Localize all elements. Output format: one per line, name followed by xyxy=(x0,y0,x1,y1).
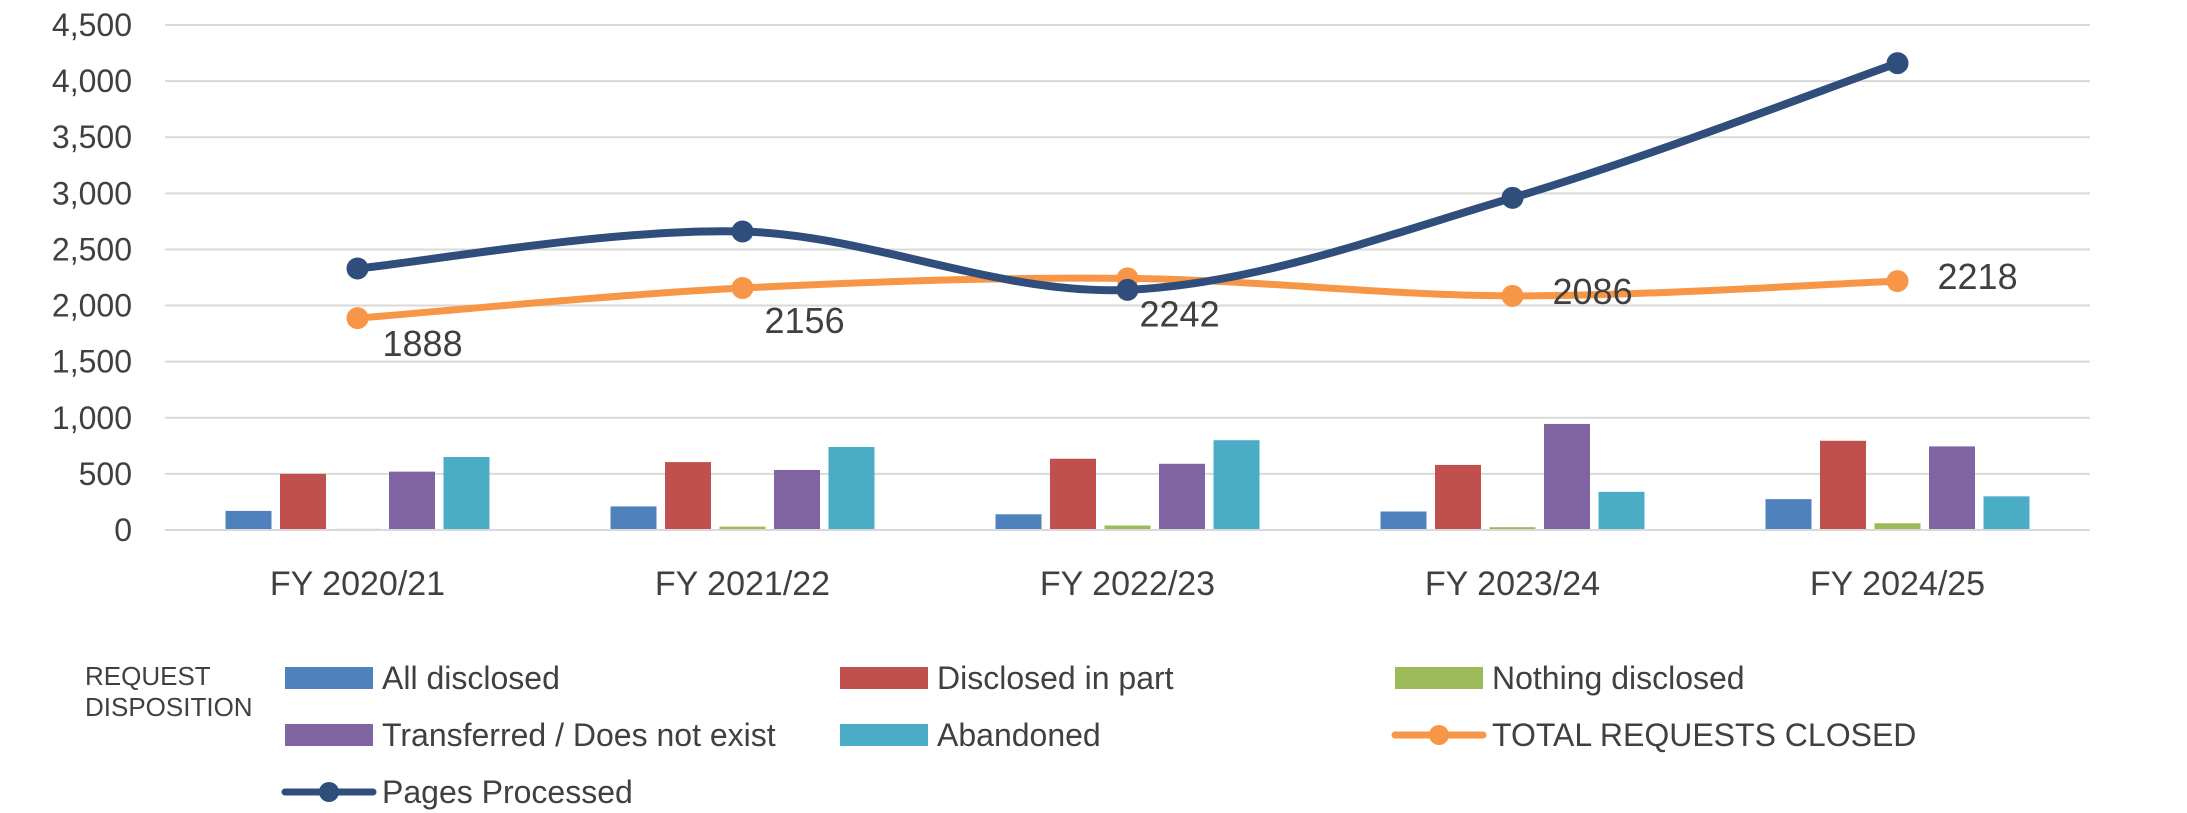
bar-transferred-does-not-exist xyxy=(1929,446,1975,530)
x-category-label: FY 2021/22 xyxy=(655,565,830,603)
legend-marker-pages-processed xyxy=(319,782,339,802)
bar-all-disclosed xyxy=(610,506,657,530)
point-total-requests-closed xyxy=(1501,284,1524,307)
bar-nothing-disclosed xyxy=(1489,527,1536,530)
y-tick-label: 0 xyxy=(114,512,132,548)
y-axis-tick-labels: 0 500 1,000 1,500 2,000 2,500 3,000 3,500 4,000 4… xyxy=(52,7,132,548)
x-category-label: FY 2023/24 xyxy=(1425,565,1600,603)
bar-transferred-does-not-exist xyxy=(389,471,435,530)
bar-disclosed-in-part xyxy=(665,462,711,530)
bar-nothing-disclosed xyxy=(1104,525,1151,530)
data-label-total-requests: 2156 xyxy=(765,300,845,341)
bar-abandoned xyxy=(1213,440,1260,530)
y-tick-label: 3,000 xyxy=(52,175,132,211)
legend-swatch-transferred-does-not-exist xyxy=(285,724,373,746)
bar-disclosed-in-part xyxy=(1050,458,1096,530)
data-label-total-requests: 2242 xyxy=(1140,293,1220,334)
data-label-total-requests: 2218 xyxy=(1938,256,2018,297)
legend-swatch-all-disclosed xyxy=(285,667,373,689)
point-pages-processed xyxy=(731,220,754,243)
bar-disclosed-in-part xyxy=(280,473,326,530)
bar-all-disclosed xyxy=(1380,511,1427,530)
legend-swatch-nothing-disclosed xyxy=(1395,667,1483,689)
point-pages-processed xyxy=(346,257,369,280)
bar-all-disclosed xyxy=(225,510,272,530)
data-label-total-requests: 1888 xyxy=(383,323,463,364)
bar-nothing-disclosed xyxy=(719,526,766,530)
bar-all-disclosed xyxy=(1765,499,1812,530)
point-total-requests-closed xyxy=(1886,270,1909,293)
x-category-label: FY 2022/23 xyxy=(1040,565,1215,603)
bar-abandoned xyxy=(443,457,490,530)
y-tick-label: 4,000 xyxy=(52,63,132,99)
legend-swatch-disclosed-in-part xyxy=(840,667,928,689)
x-category-label: FY 2024/25 xyxy=(1810,565,1985,603)
bars xyxy=(225,423,2030,530)
point-pages-processed xyxy=(1116,278,1139,301)
legend-label-total-requests-closed: TOTAL REQUESTS CLOSED xyxy=(1492,717,1916,753)
gridlines xyxy=(165,24,2090,475)
y-tick-label: 2,500 xyxy=(52,231,132,267)
legend-title-line-2: DISPOSITION xyxy=(85,692,253,722)
legend-label-pages-processed: Pages Processed xyxy=(382,774,633,810)
x-category-label: FY 2020/21 xyxy=(270,565,445,603)
y-tick-label: 500 xyxy=(79,456,132,492)
bar-abandoned xyxy=(1983,496,2030,530)
y-tick-label: 1,000 xyxy=(52,400,132,436)
legend-label-all-disclosed: All disclosed xyxy=(382,660,560,696)
legend-label-disclosed-in-part: Disclosed in part xyxy=(937,660,1174,696)
bar-all-disclosed xyxy=(995,514,1042,530)
legend-swatch-abandoned xyxy=(840,724,928,746)
point-pages-processed xyxy=(1501,186,1524,209)
bar-disclosed-in-part xyxy=(1435,464,1481,530)
point-total-requests-closed xyxy=(346,307,369,330)
point-total-requests-closed xyxy=(731,277,754,300)
y-tick-label: 1,500 xyxy=(52,344,132,380)
legend-label-abandoned: Abandoned xyxy=(937,717,1101,753)
legend-label-nothing-disclosed: Nothing disclosed xyxy=(1492,660,1745,696)
bar-disclosed-in-part xyxy=(1820,440,1866,530)
x-axis-category-labels: FY 2020/21 FY 2021/22 FY 2022/23 FY 2023/24… xyxy=(270,565,1985,603)
bar-abandoned xyxy=(1598,491,1645,530)
y-tick-label: 3,500 xyxy=(52,119,132,155)
bar-nothing-disclosed xyxy=(1874,523,1921,530)
legend-title-line-1: REQUEST xyxy=(85,661,211,691)
y-tick-label: 2,000 xyxy=(52,288,132,324)
bar-transferred-does-not-exist xyxy=(774,469,820,530)
bar-transferred-does-not-exist xyxy=(1544,423,1590,530)
y-tick-label: 4,500 xyxy=(52,7,132,43)
lines xyxy=(346,52,1909,330)
point-pages-processed xyxy=(1886,52,1909,75)
data-label-total-requests: 2086 xyxy=(1553,271,1633,312)
legend-label-transferred-does-not-exist: Transferred / Does not exist xyxy=(382,717,776,753)
data-labels: 1888 2156 2242 2086 2218 xyxy=(383,256,2018,364)
bar-transferred-does-not-exist xyxy=(1159,463,1205,530)
legend-marker-total-requests-closed xyxy=(1429,725,1449,745)
bar-abandoned xyxy=(828,446,875,530)
legend: REQUEST DISPOSITION All disclosed Disclos… xyxy=(85,660,1916,810)
line-pages-processed xyxy=(353,59,1902,295)
